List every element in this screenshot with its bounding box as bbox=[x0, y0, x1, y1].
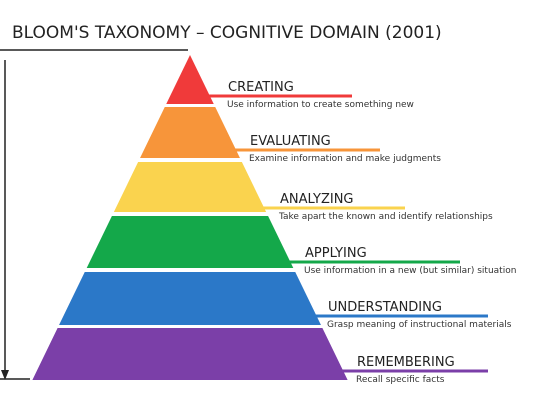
title: BLOOM'S TAXONOMY – COGNITIVE DOMAIN (200… bbox=[12, 23, 442, 43]
pyramid-layer bbox=[32, 328, 348, 380]
level-name: CREATING bbox=[228, 80, 294, 95]
level-description: Examine information and make judgments bbox=[249, 154, 441, 164]
pyramid-layer bbox=[166, 55, 214, 104]
level-description: Use information in a new (but similar) s… bbox=[304, 266, 516, 276]
level-name: EVALUATING bbox=[250, 134, 331, 149]
level-description: Grasp meaning of instructional materials bbox=[327, 320, 512, 330]
pyramid-layer bbox=[59, 272, 321, 325]
pyramid: CREATING Use information to create someth… bbox=[32, 55, 516, 385]
level-name: ANALYZING bbox=[280, 192, 354, 207]
arrow-head bbox=[1, 370, 9, 380]
level-name: APPLYING bbox=[305, 246, 367, 261]
pyramid-layer bbox=[113, 162, 267, 212]
pyramid-layer bbox=[140, 107, 240, 158]
level-description: Recall specific facts bbox=[356, 375, 445, 385]
level-description: Use information to create something new bbox=[227, 100, 414, 110]
level-name: REMEMBERING bbox=[357, 355, 455, 370]
level-name: UNDERSTANDING bbox=[328, 300, 442, 315]
pyramid-layer bbox=[86, 216, 294, 268]
level-description: Take apart the known and identify relati… bbox=[278, 212, 493, 222]
